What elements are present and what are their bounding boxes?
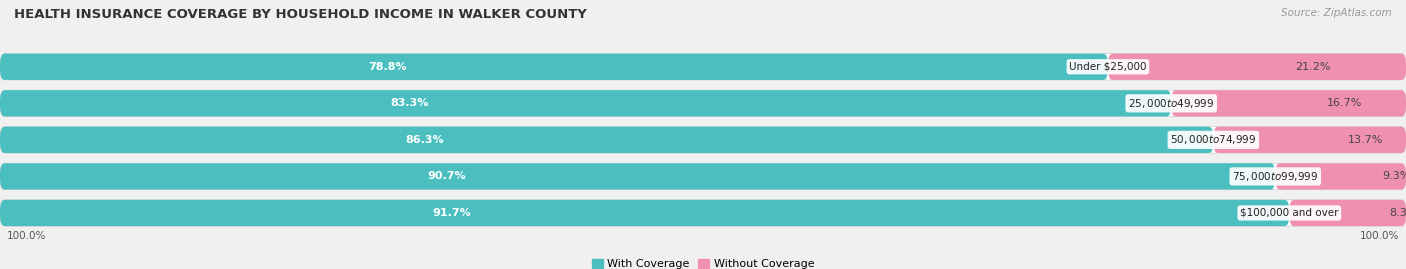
Text: $100,000 and over: $100,000 and over <box>1240 208 1339 218</box>
FancyBboxPatch shape <box>0 90 1171 116</box>
FancyBboxPatch shape <box>0 54 1406 80</box>
FancyBboxPatch shape <box>0 163 1275 190</box>
Text: $50,000 to $74,999: $50,000 to $74,999 <box>1170 133 1257 146</box>
Text: HEALTH INSURANCE COVERAGE BY HOUSEHOLD INCOME IN WALKER COUNTY: HEALTH INSURANCE COVERAGE BY HOUSEHOLD I… <box>14 8 586 21</box>
FancyBboxPatch shape <box>0 163 1406 190</box>
FancyBboxPatch shape <box>0 127 1406 153</box>
Text: $75,000 to $99,999: $75,000 to $99,999 <box>1232 170 1319 183</box>
FancyBboxPatch shape <box>1108 54 1406 80</box>
Text: 9.3%: 9.3% <box>1382 171 1406 181</box>
FancyBboxPatch shape <box>0 127 1213 153</box>
Text: 83.3%: 83.3% <box>391 98 429 108</box>
Text: 21.2%: 21.2% <box>1295 62 1331 72</box>
Text: 13.7%: 13.7% <box>1348 135 1384 145</box>
Text: 100.0%: 100.0% <box>7 231 46 241</box>
FancyBboxPatch shape <box>1275 163 1406 190</box>
Text: 90.7%: 90.7% <box>427 171 465 181</box>
Text: 86.3%: 86.3% <box>405 135 444 145</box>
Text: 91.7%: 91.7% <box>432 208 471 218</box>
Text: 16.7%: 16.7% <box>1327 98 1362 108</box>
Text: Source: ZipAtlas.com: Source: ZipAtlas.com <box>1281 8 1392 18</box>
FancyBboxPatch shape <box>1213 127 1406 153</box>
Text: $25,000 to $49,999: $25,000 to $49,999 <box>1128 97 1215 110</box>
FancyBboxPatch shape <box>0 54 1108 80</box>
FancyBboxPatch shape <box>0 200 1289 226</box>
FancyBboxPatch shape <box>0 200 1406 226</box>
Legend: With Coverage, Without Coverage: With Coverage, Without Coverage <box>588 255 818 269</box>
Text: Under $25,000: Under $25,000 <box>1069 62 1147 72</box>
FancyBboxPatch shape <box>1171 90 1406 116</box>
FancyBboxPatch shape <box>0 90 1406 116</box>
FancyBboxPatch shape <box>1289 200 1406 226</box>
Text: 78.8%: 78.8% <box>368 62 408 72</box>
Text: 100.0%: 100.0% <box>1360 231 1399 241</box>
Text: 8.3%: 8.3% <box>1389 208 1406 218</box>
